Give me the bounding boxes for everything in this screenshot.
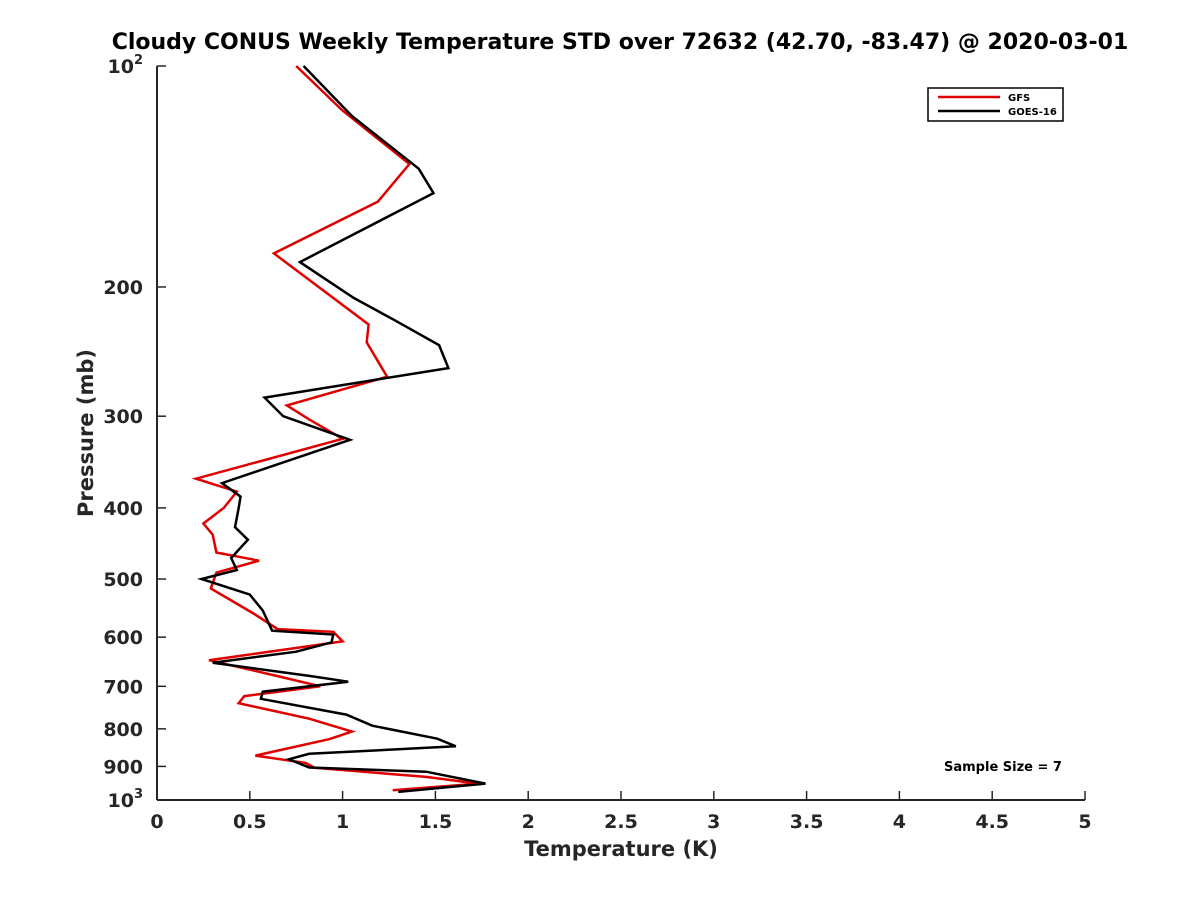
x-tick-label: 0 — [150, 811, 163, 833]
x-tick-label: 1.5 — [419, 811, 453, 833]
y-tick-label: 200 — [103, 277, 143, 299]
x-axis-label: Temperature (K) — [524, 837, 718, 861]
series-lines — [191, 65, 486, 794]
series-line-gfs — [191, 65, 479, 792]
x-tick-label: 2 — [522, 811, 535, 833]
x-tick-label: 0.5 — [233, 811, 267, 833]
y-tick-label: 900 — [103, 756, 143, 778]
y-tick-label: 500 — [103, 569, 143, 591]
y-tick-label: 600 — [103, 627, 143, 649]
y-tick-label: 400 — [103, 498, 143, 520]
chart-title: Cloudy CONUS Weekly Temperature STD over… — [111, 30, 1129, 55]
x-tick-label: 5 — [1078, 811, 1091, 833]
legend-label: GFS — [1008, 93, 1030, 104]
sample-size-annotation: Sample Size = 7 — [944, 760, 1062, 775]
legend-label: GOES-16 — [1008, 107, 1057, 118]
x-tick-label: 3 — [707, 811, 720, 833]
legend-box — [927, 87, 1064, 122]
tick-group: 0 0.5 1 1.5 2 2.5 3 3.5 4 4.5 5 200 300 400 500 600 700 8… — [103, 53, 1091, 833]
legend: GFS GOES-16 — [927, 87, 1064, 122]
x-tick-label: 2.5 — [604, 811, 638, 833]
y-tick-label: 300 — [103, 406, 143, 428]
y-axis-label: Pressure (mb) — [74, 349, 98, 517]
y-tick-label-power: 103 — [108, 787, 144, 812]
y-tick-label-power: 102 — [108, 53, 144, 78]
y-tick-label: 700 — [103, 676, 143, 698]
y-tick-label: 800 — [103, 719, 143, 741]
x-tick-label: 3.5 — [790, 811, 824, 833]
series-line-goes-16 — [196, 65, 486, 794]
x-tick-label: 4.5 — [975, 811, 1009, 833]
x-tick-label: 4 — [893, 811, 906, 833]
x-tick-label: 1 — [336, 811, 349, 833]
